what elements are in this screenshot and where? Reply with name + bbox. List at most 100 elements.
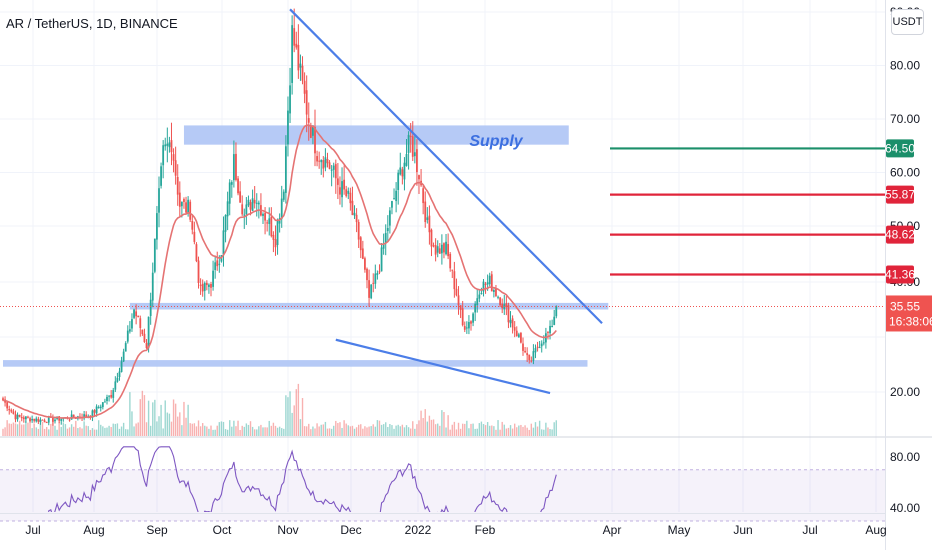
volume-bar	[177, 416, 179, 436]
volume-bar	[314, 428, 316, 436]
volume-bar	[135, 423, 137, 436]
candle-body	[122, 351, 125, 362]
candle-body	[322, 160, 325, 169]
volume-bar	[260, 424, 262, 436]
candle-body	[478, 294, 481, 299]
candle-body	[282, 191, 285, 200]
candle-body	[472, 313, 474, 323]
volume-bar	[376, 420, 379, 436]
volume-bar	[495, 429, 497, 436]
volume-bar	[538, 420, 541, 436]
candle-body	[291, 25, 294, 83]
time-axis[interactable]: Jul Aug Sep Oct Nov Dec 2022 Feb Apr May Jun Jul Aug	[25, 523, 886, 537]
candle-body	[99, 406, 102, 409]
candle-body	[424, 201, 427, 223]
candle-body	[108, 395, 110, 397]
volume-bar	[360, 424, 362, 436]
candle-body	[465, 327, 468, 329]
candle-body	[20, 416, 23, 419]
volume-bar	[530, 423, 533, 436]
volume-bar	[522, 426, 524, 436]
volume-bar	[145, 422, 148, 436]
volume-bar	[293, 405, 295, 436]
trendline	[335, 338, 551, 395]
volume-bar	[513, 423, 516, 436]
volume-bar	[472, 423, 474, 436]
time-tick-label: 2022	[405, 523, 432, 537]
candle-body	[10, 409, 13, 412]
candle-body	[45, 422, 48, 424]
volume-bar	[129, 392, 131, 436]
target-price-tag	[886, 185, 914, 204]
candle-body	[453, 271, 456, 290]
rsi-tick-label: 40.00	[890, 501, 920, 515]
candle-body	[297, 44, 300, 71]
volume-bar	[156, 421, 158, 436]
candle-body	[303, 80, 306, 94]
candle-body	[370, 284, 373, 299]
volume-bar	[100, 424, 102, 436]
candle-body	[301, 65, 304, 81]
volume-bar	[553, 422, 555, 436]
volume-bar	[534, 422, 537, 436]
candle-body	[522, 343, 524, 351]
candle-body	[380, 247, 383, 272]
volume-bar	[231, 426, 233, 436]
candle-body	[193, 231, 196, 242]
volume-bar	[97, 420, 100, 436]
volume-bar	[387, 426, 389, 436]
candle-body	[183, 199, 185, 202]
candle-body	[547, 331, 549, 333]
volume-bar	[31, 428, 33, 436]
volume-bar	[385, 422, 387, 436]
volume-bar	[10, 423, 13, 436]
volume-bar	[320, 424, 322, 436]
candle-body	[368, 280, 370, 298]
volume-bar	[305, 426, 308, 436]
candle-body	[212, 270, 214, 287]
candle-body	[60, 419, 63, 421]
time-tick-label: Jul	[802, 523, 817, 537]
volume-bar	[106, 427, 108, 436]
volume-bar	[195, 426, 198, 436]
last-price-tag	[886, 295, 932, 332]
volume-bar	[455, 429, 458, 436]
candle-body	[43, 420, 46, 423]
candle-body	[135, 311, 138, 317]
candle-body	[382, 244, 385, 249]
rsi-axis[interactable]: 40.00 80.00	[890, 450, 920, 515]
candle-body	[436, 246, 439, 253]
candle-body	[470, 321, 472, 324]
candle-body	[372, 282, 375, 284]
candle-body	[501, 303, 504, 309]
volume-bar	[482, 424, 485, 436]
volume-bar	[8, 423, 10, 436]
candle-body	[517, 334, 520, 338]
volume-bar	[43, 428, 46, 436]
candle-body	[520, 333, 522, 343]
volume-bar	[125, 429, 127, 436]
candle-body	[185, 202, 187, 213]
volume-bar	[56, 429, 58, 436]
volume-bar	[212, 429, 214, 436]
volume-bar	[466, 420, 468, 436]
candle-body	[401, 169, 404, 177]
volume-bar	[461, 423, 464, 436]
currency-button[interactable]: USDT	[891, 9, 924, 35]
volume-bar	[470, 423, 472, 436]
volume-bar	[287, 397, 289, 436]
candle-body	[505, 303, 508, 308]
candle-body	[14, 414, 17, 420]
candle-body	[141, 329, 144, 335]
volume-bar	[152, 402, 154, 436]
candle-body	[22, 417, 25, 420]
candle-body	[364, 258, 366, 270]
candle-body	[284, 146, 287, 193]
candle-body	[336, 178, 339, 185]
candle-body	[555, 306, 558, 317]
volume-bar	[139, 399, 141, 436]
candle-body	[31, 418, 34, 421]
volume-bar	[122, 422, 125, 436]
volume-bar	[89, 429, 92, 436]
